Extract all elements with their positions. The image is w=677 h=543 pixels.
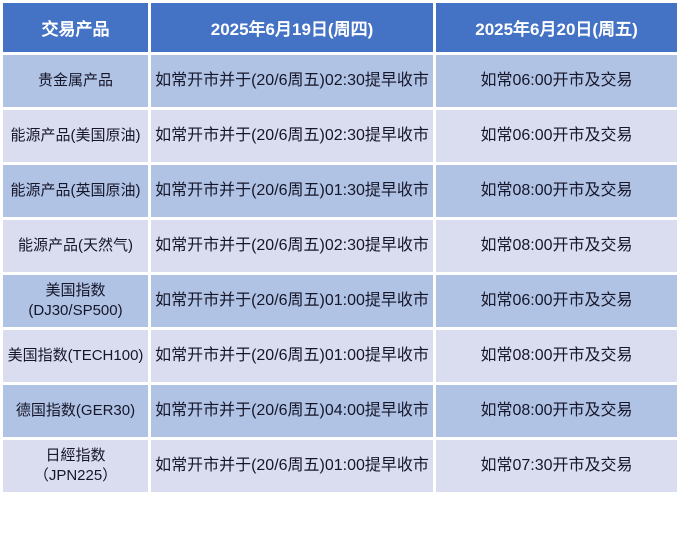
day1-cell: 如常开市并于(20/6周五)02:30提早收市 bbox=[148, 107, 436, 165]
day2-cell: 如常06:00开市及交易 bbox=[433, 52, 677, 110]
day1-cell: 如常开市并于(20/6周五)04:00提早收市 bbox=[148, 382, 436, 440]
table-row: 贵金属产品 如常开市并于(20/6周五)02:30提早收市 如常06:00开市及… bbox=[0, 52, 677, 110]
day2-cell: 如常07:30开市及交易 bbox=[433, 437, 677, 495]
day2-cell: 如常08:00开市及交易 bbox=[433, 162, 677, 220]
day1-cell: 如常开市并于(20/6周五)01:30提早收市 bbox=[148, 162, 436, 220]
header-day1: 2025年6月19日(周四) bbox=[148, 0, 436, 55]
day1-cell: 如常开市并于(20/6周五)01:00提早收市 bbox=[148, 437, 436, 495]
table-row: 能源产品(美国原油) 如常开市并于(20/6周五)02:30提早收市 如常06:… bbox=[0, 107, 677, 165]
table-row: 能源产品(英国原油) 如常开市并于(20/6周五)01:30提早收市 如常08:… bbox=[0, 162, 677, 220]
header-product: 交易产品 bbox=[0, 0, 151, 55]
day2-cell: 如常08:00开市及交易 bbox=[433, 217, 677, 275]
table-row: 日經指数 （JPN225） 如常开市并于(20/6周五)01:00提早收市 如常… bbox=[0, 437, 677, 495]
product-cell: 能源产品(天然气) bbox=[0, 217, 151, 275]
day2-cell: 如常06:00开市及交易 bbox=[433, 107, 677, 165]
day2-cell: 如常08:00开市及交易 bbox=[433, 327, 677, 385]
product-cell: 美国指数 (DJ30/SP500) bbox=[0, 272, 151, 330]
table-row: 德国指数(GER30) 如常开市并于(20/6周五)04:00提早收市 如常08… bbox=[0, 382, 677, 440]
product-cell: 美国指数(TECH100) bbox=[0, 327, 151, 385]
day1-cell: 如常开市并于(20/6周五)02:30提早收市 bbox=[148, 217, 436, 275]
header-day2: 2025年6月20日(周五) bbox=[433, 0, 677, 55]
table-header-row: 交易产品 2025年6月19日(周四) 2025年6月20日(周五) bbox=[0, 0, 677, 55]
day2-cell: 如常06:00开市及交易 bbox=[433, 272, 677, 330]
product-cell: 能源产品(英国原油) bbox=[0, 162, 151, 220]
product-cell: 能源产品(美国原油) bbox=[0, 107, 151, 165]
table-row: 美国指数 (DJ30/SP500) 如常开市并于(20/6周五)01:00提早收… bbox=[0, 272, 677, 330]
day1-cell: 如常开市并于(20/6周五)01:00提早收市 bbox=[148, 272, 436, 330]
product-cell: 贵金属产品 bbox=[0, 52, 151, 110]
day2-cell: 如常08:00开市及交易 bbox=[433, 382, 677, 440]
table-row: 能源产品(天然气) 如常开市并于(20/6周五)02:30提早收市 如常08:0… bbox=[0, 217, 677, 275]
product-cell: 德国指数(GER30) bbox=[0, 382, 151, 440]
table-row: 美国指数(TECH100) 如常开市并于(20/6周五)01:00提早收市 如常… bbox=[0, 327, 677, 385]
day1-cell: 如常开市并于(20/6周五)01:00提早收市 bbox=[148, 327, 436, 385]
trading-hours-table: 交易产品 2025年6月19日(周四) 2025年6月20日(周五) 贵金属产品… bbox=[0, 0, 677, 495]
day1-cell: 如常开市并于(20/6周五)02:30提早收市 bbox=[148, 52, 436, 110]
product-cell: 日經指数 （JPN225） bbox=[0, 437, 151, 495]
